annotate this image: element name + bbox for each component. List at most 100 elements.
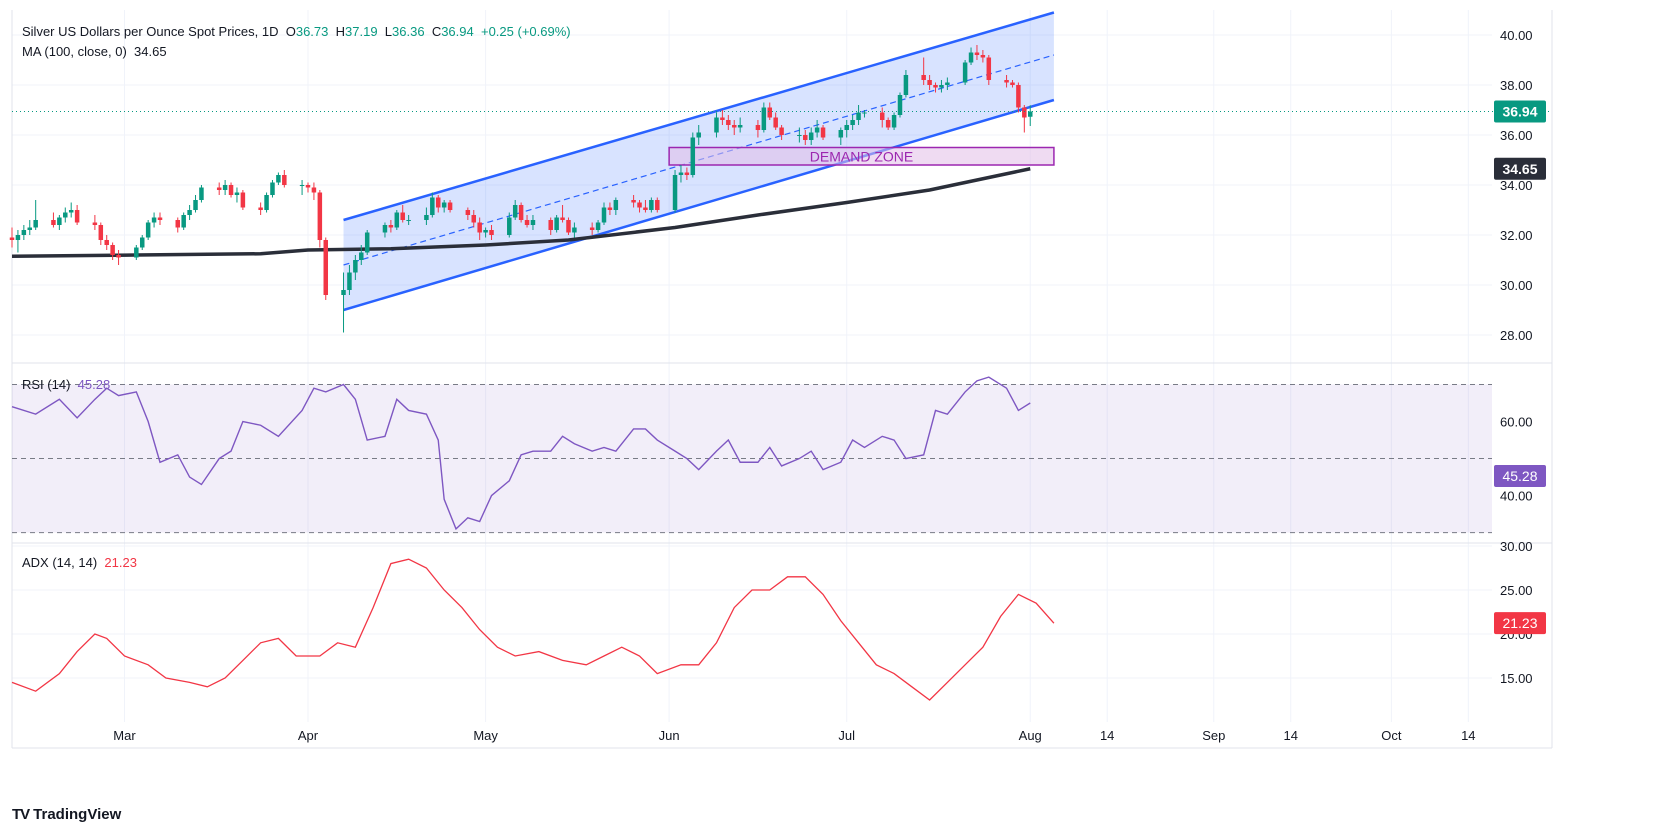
candle-body [234,192,240,195]
candle-body [844,125,849,130]
candle-body [424,215,429,220]
time-axis-label: Aug [1019,728,1042,743]
candle-body [814,127,820,133]
ma100-line [11,167,1031,258]
candle-body [199,187,204,200]
candle-body [282,175,287,185]
candle-body [477,222,482,233]
ohlc-high-label: H [335,24,346,39]
adx-badge: 21.23 [1502,615,1537,631]
candle-body [737,125,743,128]
candle-body [974,52,980,55]
time-axis-label: Sep [1202,728,1225,743]
candle-body [270,182,275,195]
candle-body [110,245,115,255]
candle-body [222,185,228,190]
symbol-title: Silver US Dollars per Ounce Spot Prices,… [22,24,279,39]
candle-body [945,82,950,85]
candle-body [187,210,192,215]
candle-body [9,237,15,240]
candle-body [518,205,524,220]
candle-body [193,200,198,210]
candle-body [1004,80,1009,83]
candle-body [678,172,684,175]
candle-body [613,200,619,210]
candle-body [98,225,104,240]
ohlc-open-label: O [285,24,296,39]
rsi-legend-label: RSI (14) [22,377,71,392]
candle-body [649,200,654,210]
demand-zone-label: DEMAND ZONE [810,148,913,164]
candle-body [968,52,974,63]
candle-body [589,227,595,230]
candle-body [507,217,512,235]
ma-value-badge-bg [1494,157,1546,180]
candle-body [856,112,861,120]
candle-body [382,225,388,233]
candle-body [773,117,778,128]
brand-name: TradingView [33,806,122,823]
ma-legend-value: 34.65 [134,44,167,59]
candle-body [797,135,802,136]
ohlc-open: 36.73 [295,24,329,39]
candle-body [353,260,358,273]
adx-legend-value: 21.23 [104,555,137,570]
candle-body [560,217,565,220]
candle-body [655,200,660,210]
ohlc-change: +0.25 (+0.69%) [480,24,571,39]
candle-body [755,125,761,130]
ohlc-high: 37.19 [345,24,378,39]
ohlc-close: 36.94 [441,24,474,39]
price-axis-label: 28.00 [1500,328,1533,343]
price-axis-label: 32.00 [1500,228,1533,243]
candle-body [939,85,944,88]
candle-body [317,192,323,240]
candle-body [228,185,234,195]
candle-body [400,212,405,220]
candle-body [720,117,725,120]
time-axis-label: Jul [838,728,855,743]
candle-body [566,220,571,233]
rsi-axis-label: 60.00 [1500,415,1533,430]
candle-body [299,185,305,186]
candle-body [240,192,246,208]
candle-body [15,235,21,240]
ma-value-badge: 34.65 [1502,161,1537,177]
candle-body [157,217,163,220]
candle-body [891,115,897,128]
rsi-axis-label: 40.00 [1500,489,1533,504]
candle-body [364,232,370,253]
candle-body [850,120,855,125]
candle-body [767,107,773,118]
candle-body [820,127,826,138]
tradingview-brand[interactable]: TV TradingView [12,806,121,823]
time-axis-label: 14 [1461,728,1475,743]
adx-axis-label: 30.00 [1500,539,1533,554]
candle-body [524,220,530,225]
candle-body [808,132,814,140]
candle-body [607,207,613,210]
candle-body [631,200,636,203]
candle-body [927,80,932,85]
candle-body [216,187,222,190]
candle-body [885,120,891,128]
candle-body [359,252,364,260]
candle-body [151,217,157,223]
candle-body [690,137,696,175]
adx-axis-label: 25.00 [1500,583,1533,598]
candle-body [803,135,808,140]
candle-body [1010,82,1015,85]
ma-legend: MA (100, close, 0) 34.65 [22,44,167,59]
candle-body [435,197,441,208]
time-axis-label: Mar [113,728,136,743]
candle-body [63,212,68,218]
adx-legend-label: ADX (14, 14) [22,555,98,570]
candle-body [921,75,926,80]
adx-axis-label: 15.00 [1500,671,1533,686]
candle-body [305,185,311,188]
rsi-badge: 45.28 [1502,468,1537,484]
candle-body [595,222,601,230]
candle-body [512,205,518,218]
candle-body [897,95,903,115]
